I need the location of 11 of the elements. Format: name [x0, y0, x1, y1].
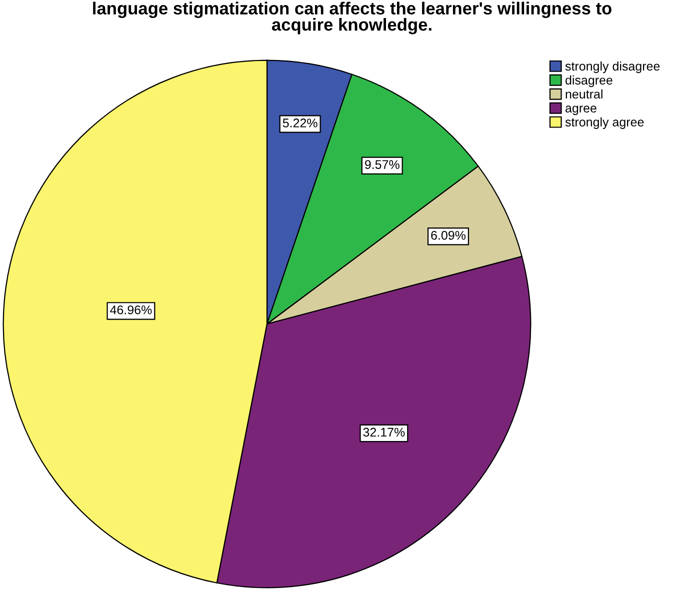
data-label: 5.22% [282, 118, 318, 128]
legend-label: disagree [566, 75, 612, 88]
data-label: 6.09% [431, 230, 466, 240]
legend-label: strongly disagree [565, 61, 660, 74]
data-label: 46.96% [110, 305, 152, 314]
legend-label: agree [566, 106, 596, 115]
chart-title: language stigmatization can affects the learner's willingness to acquire knowledge. [93, 2, 612, 34]
data-label: 32.17% [363, 428, 405, 437]
legend-label: strongly agree [565, 117, 644, 129]
data-label: 9.57% [364, 160, 400, 169]
legend-label: neutral [566, 89, 602, 99]
